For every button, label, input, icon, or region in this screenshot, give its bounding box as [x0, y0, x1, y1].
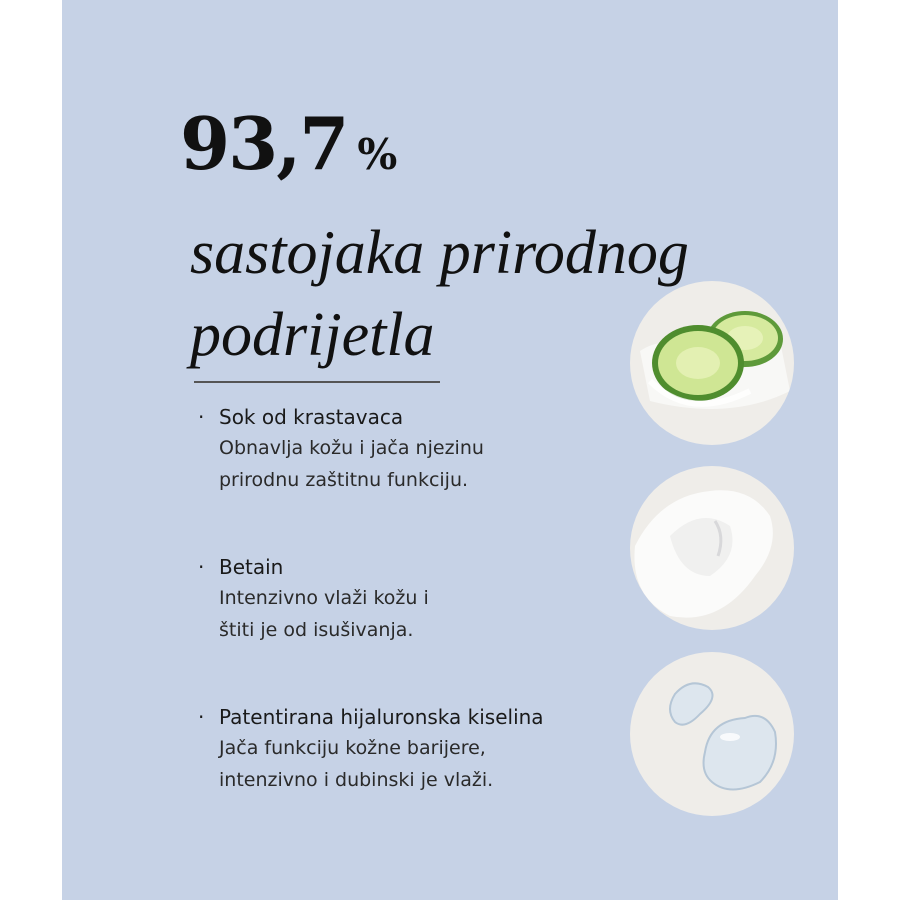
hyaluronic-gel-image [630, 652, 794, 816]
ingredient-desc: intenzivno i dubinski je vlaži. [219, 769, 494, 791]
ingredient-desc: Intenzivno vlaži kožu i [219, 587, 429, 609]
headline-line-2: podrijetla [190, 301, 435, 369]
ingredient-desc: prirodnu zaštitnu funkciju. [219, 469, 469, 491]
ingredient-betaine: · Betain Intenzivno vlaži kožu i štiti je… [198, 552, 429, 646]
ingredient-desc: Obnavlja kožu i jača njezinu [219, 437, 484, 459]
ingredient-hyaluronic: · Patentirana hijaluronska kiselina Jača … [198, 702, 544, 796]
cucumber-image [630, 281, 794, 445]
ingredient-title: Patentirana hijaluronska kiselina [219, 705, 544, 729]
headline-line-1: sastojaka prirodnog [190, 219, 689, 287]
bullet: · [198, 555, 205, 579]
ingredient-title: Betain [219, 555, 284, 579]
powder-image [630, 466, 794, 630]
percentage-value: 93,7 [180, 101, 349, 186]
ingredient-cucumber: · Sok od krastavaca Obnavlja kožu i jača … [198, 402, 484, 496]
percent-sign: % [357, 130, 397, 179]
headline-percentage: 93,7% [180, 108, 397, 180]
infographic-panel: 93,7% sastojaka prirodnog podrijetla · So… [62, 0, 838, 900]
ingredient-title: Sok od krastavaca [219, 405, 404, 429]
ingredient-desc: Jača funkciju kožne barijere, [219, 737, 486, 759]
divider [194, 381, 440, 383]
bullet: · [198, 405, 205, 429]
ingredient-desc: štiti je od isušivanja. [219, 619, 414, 641]
bullet: · [198, 705, 205, 729]
